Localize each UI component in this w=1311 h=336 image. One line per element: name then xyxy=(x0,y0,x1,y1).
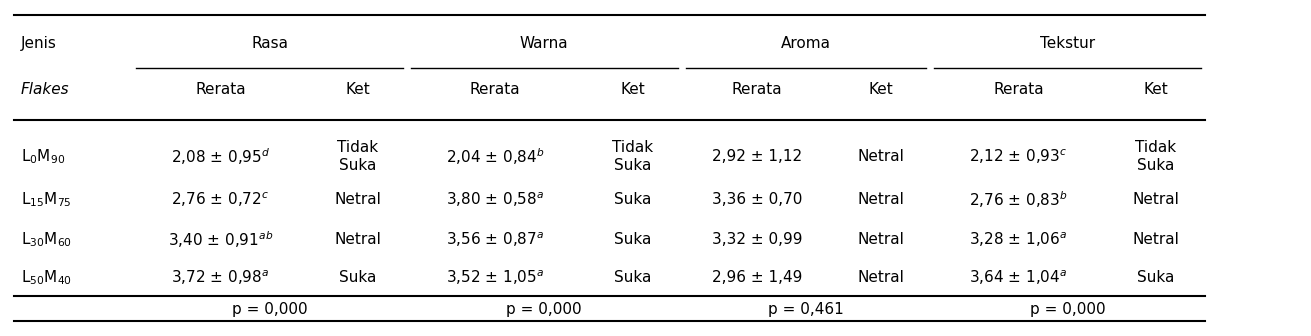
Text: 3,80 ± 0,58$^a$: 3,80 ± 0,58$^a$ xyxy=(446,191,544,209)
Text: L$_{50}$M$_{40}$: L$_{50}$M$_{40}$ xyxy=(21,268,72,287)
Text: L$_{15}$M$_{75}$: L$_{15}$M$_{75}$ xyxy=(21,190,72,209)
Text: Suka: Suka xyxy=(614,270,652,286)
Text: 3,56 ± 0,87$^a$: 3,56 ± 0,87$^a$ xyxy=(446,230,544,249)
Text: Netral: Netral xyxy=(1133,192,1180,207)
Text: L$_{30}$M$_{60}$: L$_{30}$M$_{60}$ xyxy=(21,230,72,249)
Text: Tidak
Suka: Tidak Suka xyxy=(1135,140,1176,173)
Text: p = 0,000: p = 0,000 xyxy=(506,302,582,317)
Text: p = 0,000: p = 0,000 xyxy=(232,302,307,317)
Text: Rerata: Rerata xyxy=(195,82,246,97)
Text: 3,32 ± 0,99: 3,32 ± 0,99 xyxy=(712,232,802,247)
Text: Netral: Netral xyxy=(334,232,382,247)
Text: Tidak
Suka: Tidak Suka xyxy=(337,140,379,173)
Text: Rerata: Rerata xyxy=(732,82,783,97)
Text: 3,64 ± 1,04$^a$: 3,64 ± 1,04$^a$ xyxy=(969,269,1067,287)
Text: Jenis: Jenis xyxy=(21,36,56,50)
Text: 2,96 ± 1,49: 2,96 ± 1,49 xyxy=(712,270,802,286)
Text: Flakes: Flakes xyxy=(21,82,69,97)
Text: Aroma: Aroma xyxy=(781,36,831,50)
Text: Suka: Suka xyxy=(1137,270,1175,286)
Text: Suka: Suka xyxy=(614,232,652,247)
Text: Suka: Suka xyxy=(614,192,652,207)
Text: p = 0,461: p = 0,461 xyxy=(768,302,844,317)
Text: Netral: Netral xyxy=(857,232,905,247)
Text: Ket: Ket xyxy=(869,82,894,97)
Text: 3,52 ± 1,05$^a$: 3,52 ± 1,05$^a$ xyxy=(446,269,544,287)
Text: L$_0$M$_{90}$: L$_0$M$_{90}$ xyxy=(21,147,66,166)
Text: 2,04 ± 0,84$^b$: 2,04 ± 0,84$^b$ xyxy=(446,146,544,167)
Text: 2,12 ± 0,93$^c$: 2,12 ± 0,93$^c$ xyxy=(969,147,1067,166)
Text: Tidak
Suka: Tidak Suka xyxy=(612,140,653,173)
Text: Tekstur: Tekstur xyxy=(1040,36,1095,50)
Text: Netral: Netral xyxy=(857,270,905,286)
Text: 2,76 ± 0,83$^b$: 2,76 ± 0,83$^b$ xyxy=(969,189,1068,210)
Text: p = 0,000: p = 0,000 xyxy=(1029,302,1105,317)
Text: Rasa: Rasa xyxy=(252,36,288,50)
Text: 2,92 ± 1,12: 2,92 ± 1,12 xyxy=(712,149,802,164)
Text: 3,28 ± 1,06$^a$: 3,28 ± 1,06$^a$ xyxy=(969,230,1067,249)
Text: Warna: Warna xyxy=(520,36,569,50)
Text: 3,72 ± 0,98$^a$: 3,72 ± 0,98$^a$ xyxy=(172,269,270,287)
Text: Ket: Ket xyxy=(620,82,645,97)
Text: 2,08 ± 0,95$^d$: 2,08 ± 0,95$^d$ xyxy=(170,146,270,167)
Text: 3,36 ± 0,70: 3,36 ± 0,70 xyxy=(712,192,802,207)
Text: Ket: Ket xyxy=(346,82,370,97)
Text: 3,40 ± 0,91$^{ab}$: 3,40 ± 0,91$^{ab}$ xyxy=(168,229,273,250)
Text: Netral: Netral xyxy=(857,149,905,164)
Text: Ket: Ket xyxy=(1143,82,1168,97)
Text: Rerata: Rerata xyxy=(469,82,520,97)
Text: Netral: Netral xyxy=(857,192,905,207)
Text: Netral: Netral xyxy=(334,192,382,207)
Text: Suka: Suka xyxy=(340,270,376,286)
Text: Netral: Netral xyxy=(1133,232,1180,247)
Text: Rerata: Rerata xyxy=(994,82,1044,97)
Text: 2,76 ± 0,72$^c$: 2,76 ± 0,72$^c$ xyxy=(172,191,270,209)
